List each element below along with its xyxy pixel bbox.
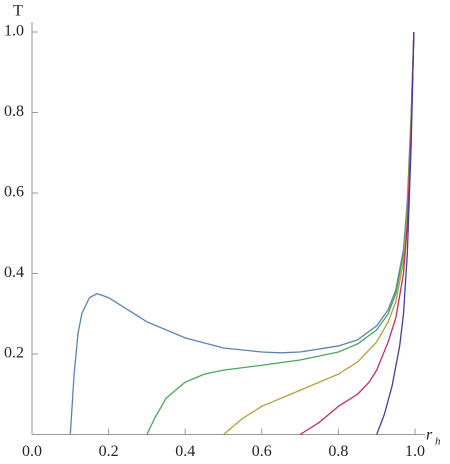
y-axis-label: T bbox=[13, 3, 23, 20]
line-series bbox=[376, 31, 415, 435]
line-series bbox=[299, 31, 415, 436]
y-tick-label: 0.4 bbox=[4, 264, 24, 281]
x-tick-label: 0.0 bbox=[22, 443, 42, 460]
y-tick-label: 1.0 bbox=[4, 23, 24, 40]
y-tick-label: 0.8 bbox=[4, 103, 24, 120]
x-tick-label: 0.8 bbox=[328, 443, 348, 460]
x-axis-label-sub: h bbox=[435, 436, 441, 448]
x-tick-label: 1.0 bbox=[405, 443, 425, 460]
x-tick-label: 0.2 bbox=[99, 443, 119, 460]
line-series bbox=[223, 31, 415, 435]
y-tick-label: 0.2 bbox=[4, 345, 24, 362]
y-tick-label: 0.6 bbox=[4, 184, 24, 201]
x-tick-label: 0.4 bbox=[175, 443, 195, 460]
x-axis-label: r bbox=[426, 427, 433, 444]
line-series bbox=[69, 31, 415, 435]
x-tick-label: 0.6 bbox=[252, 443, 272, 460]
